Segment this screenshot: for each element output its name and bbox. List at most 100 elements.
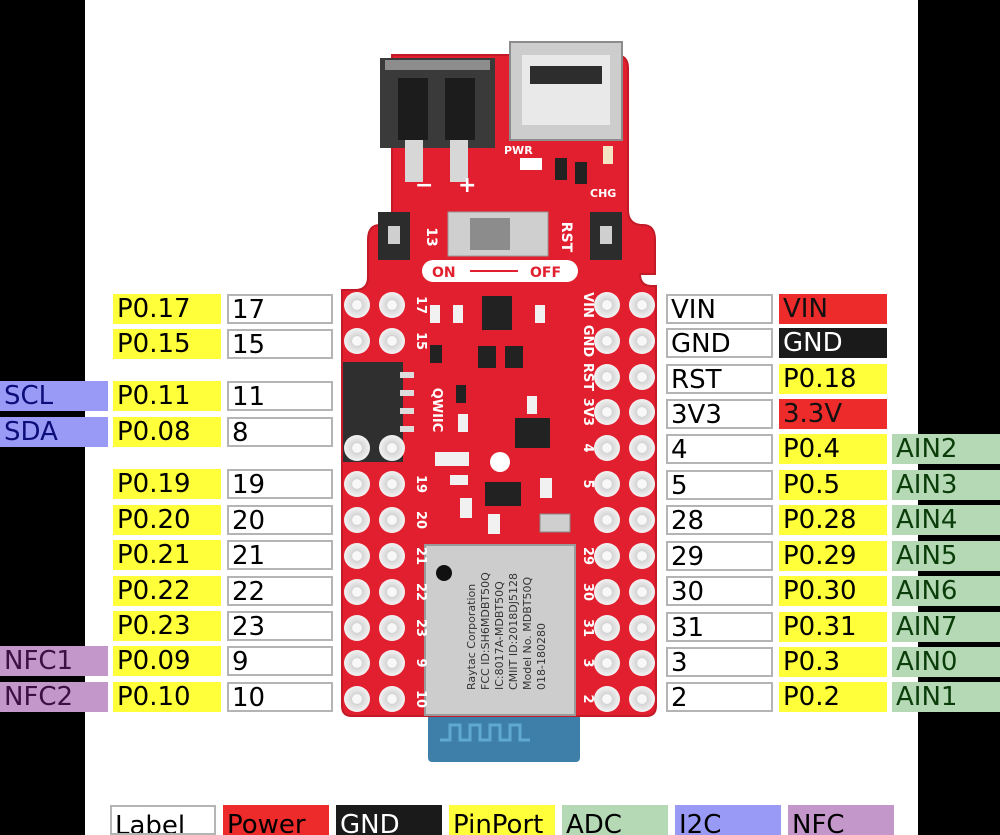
- pad-right-outer-9-hole: [637, 623, 647, 633]
- label-i2c-3: SDA: [0, 417, 108, 447]
- pad-left-outer-7-hole: [352, 551, 362, 561]
- silk-left-3: 20: [413, 511, 428, 529]
- pad-left-inner-11-hole: [387, 694, 397, 704]
- pad-right-outer-11-hole: [637, 694, 647, 704]
- label-pin-right-7: 29: [666, 541, 773, 571]
- label-func-right-6: P0.28: [779, 505, 887, 535]
- label-pin-left-9: 9: [227, 646, 333, 676]
- label-func-right-2: P0.18: [779, 364, 887, 394]
- label-pin-right-0: VIN: [666, 294, 773, 324]
- pad-left-inner-9-hole: [387, 623, 397, 633]
- pad-left-inner-8-hole: [387, 587, 397, 597]
- legend-pin: PinPort: [449, 805, 555, 835]
- label-pin-right-6: 28: [666, 505, 773, 535]
- label-pin-left-3: 8: [227, 417, 333, 447]
- label-func-right-3: 3.3V: [779, 399, 887, 429]
- pad-right-outer-5-hole: [637, 479, 647, 489]
- label-pinport-left-10: P0.10: [113, 682, 221, 712]
- label-func-right-7: P0.29: [779, 541, 887, 571]
- module-text-line: Raytac Corporation: [465, 584, 478, 690]
- pwr-silk: PWR: [504, 144, 533, 157]
- label-pin-left-6: 21: [227, 540, 333, 570]
- label-adc-11: AIN1: [892, 682, 1000, 712]
- label-pinport-left-5: P0.20: [113, 505, 221, 535]
- switch-off-silk: OFF: [530, 265, 561, 281]
- label-pin-left-2: 11: [227, 381, 333, 411]
- legend-i2c: I2C: [675, 805, 781, 835]
- pad-left-inner-7-hole: [387, 551, 397, 561]
- label-func-right-4: P0.4: [779, 434, 887, 464]
- pad-left-inner-5-hole: [387, 479, 397, 489]
- label-nfc-9: NFC1: [0, 646, 108, 676]
- module-text: Raytac Corporation FCC ID:SH6MDBT50Q IC:80…: [465, 572, 548, 690]
- label-pinport-left-2: P0.11: [113, 381, 221, 411]
- pad-right-outer-4-hole: [637, 443, 647, 453]
- module-text-line: IC:8017A-MDBT50Q: [493, 581, 506, 690]
- pad-right-inner-0-hole: [602, 300, 612, 310]
- silk-right-8: 31: [580, 619, 595, 637]
- label-pin-right-10: 3: [666, 647, 773, 677]
- label-pin-right-8: 30: [666, 576, 773, 606]
- silk-right-9: 3: [580, 658, 595, 667]
- label-nfc-10: NFC2: [0, 682, 108, 712]
- pad-right-inner-5-hole: [602, 479, 612, 489]
- label-adc-8: AIN6: [892, 576, 1000, 606]
- silk-left-5: 22: [413, 583, 428, 601]
- silk-right-4: 4: [580, 443, 595, 452]
- btn-rst-silk: RST: [558, 222, 574, 253]
- pad-right-inner-1-hole: [602, 336, 612, 346]
- legend-gnd: GND: [336, 805, 442, 835]
- label-func-right-0: VIN: [779, 294, 887, 324]
- label-func-right-1: GND: [779, 328, 887, 358]
- pad-right-inner-3-hole: [602, 407, 612, 417]
- label-pin-right-11: 2: [666, 682, 773, 712]
- switch-on-silk: ON: [432, 265, 456, 281]
- pad-right-inner-9-hole: [602, 623, 612, 633]
- label-pin-left-5: 20: [227, 505, 333, 535]
- label-pin-right-9: 31: [666, 612, 773, 642]
- pad-right-outer-10-hole: [637, 658, 647, 668]
- label-pin-right-3: 3V3: [666, 399, 773, 429]
- pad-left-outer-6-hole: [352, 515, 362, 525]
- label-adc-9: AIN7: [892, 612, 1000, 642]
- label-pinport-left-3: P0.08: [113, 417, 221, 447]
- pad-left-outer-9-hole: [352, 623, 362, 633]
- silk-right-2: RST: [580, 363, 595, 391]
- label-adc-10: AIN0: [892, 647, 1000, 677]
- pad-right-inner-11-hole: [602, 694, 612, 704]
- pad-left-inner-4-hole: [387, 443, 397, 453]
- pad-right-inner-2-hole: [602, 372, 612, 382]
- module-text-line: CMIIT ID:2018DJ5128: [507, 573, 520, 690]
- label-pinport-left-7: P0.22: [113, 576, 221, 606]
- pad-right-inner-10-hole: [602, 658, 612, 668]
- label-pinport-left-8: P0.23: [113, 611, 221, 641]
- label-pin-right-2: RST: [666, 364, 773, 394]
- label-func-right-5: P0.5: [779, 470, 887, 500]
- pad-right-outer-1-hole: [637, 336, 647, 346]
- silk-left-7: 9: [413, 658, 428, 667]
- silk-right-0: VIN: [580, 292, 595, 318]
- label-pin-left-10: 10: [227, 682, 333, 712]
- module-text-line: FCC ID:SH6MDBT50Q: [479, 572, 492, 690]
- left-silkscreen: 17 15 19 20 21 22 23 9 10: [413, 296, 428, 708]
- pad-left-outer-4-hole: [352, 443, 362, 453]
- legend-adc: ADC: [562, 805, 668, 835]
- silk-left-2: 19: [413, 475, 428, 493]
- pad-right-inner-7-hole: [602, 551, 612, 561]
- silk-left-0: 17: [413, 296, 428, 314]
- label-pinport-left-1: P0.15: [113, 329, 221, 359]
- pad-right-outer-8-hole: [637, 587, 647, 597]
- label-adc-4: AIN2: [892, 434, 1000, 464]
- silk-right-1: GND: [580, 325, 595, 358]
- label-func-right-8: P0.30: [779, 576, 887, 606]
- label-pin-left-8: 23: [227, 611, 333, 641]
- plus-silk: +: [458, 173, 476, 198]
- pad-left-outer-11-hole: [352, 694, 362, 704]
- pad-left-outer-8-hole: [352, 587, 362, 597]
- pad-left-outer-0-hole: [352, 300, 362, 310]
- label-pinport-left-9: P0.09: [113, 646, 221, 676]
- battery-connector: [380, 58, 495, 148]
- silk-right-5: 5: [580, 479, 595, 488]
